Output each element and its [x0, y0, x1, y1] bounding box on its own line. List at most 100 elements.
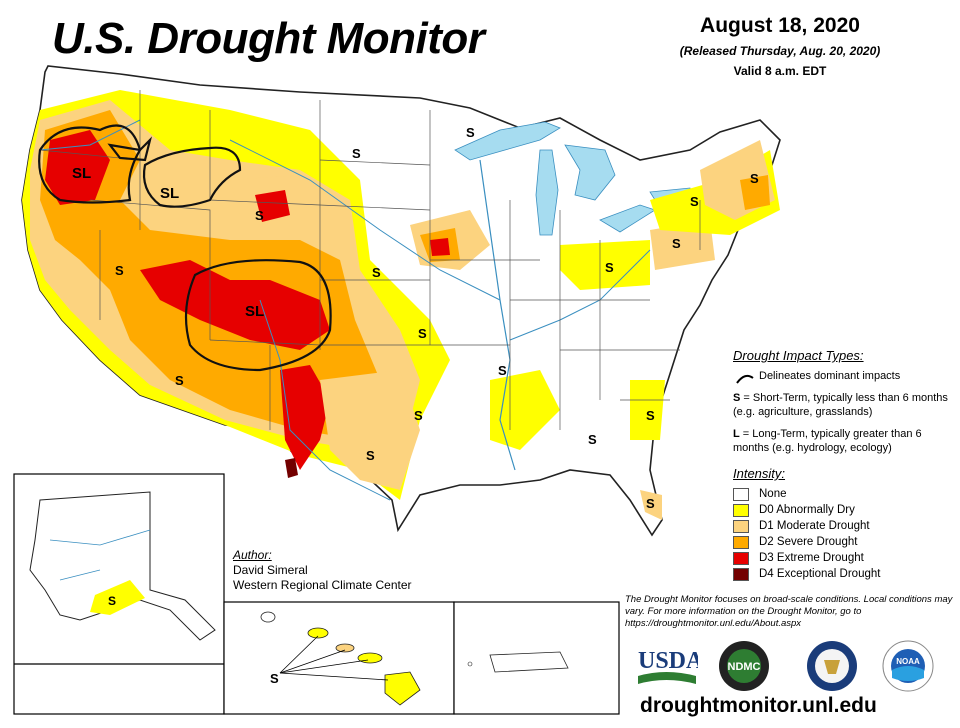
legend-item-d3: D3 Extreme Drought	[733, 550, 953, 566]
legend-label: D4 Exceptional Drought	[759, 568, 881, 580]
legend-item-d2: D2 Severe Drought	[733, 534, 953, 550]
impact-label-s: S	[372, 265, 381, 280]
drought-ne-d2	[740, 175, 770, 210]
rio-grande	[259, 299, 391, 501]
noaa-logo: NOAA	[882, 640, 934, 692]
partner-logos: USDA NDMC NOAA	[636, 640, 946, 692]
drought-florida-d1	[640, 490, 662, 520]
impact-label-s: S	[672, 236, 681, 251]
puerto-rico-outline	[489, 651, 569, 673]
long-term-text: = Long-Term, typically greater than 6 mo…	[733, 428, 922, 454]
long-term-desc: L = Long-Term, typically greater than 6 …	[733, 427, 955, 455]
impact-label-s: S	[418, 326, 427, 341]
drought-west-d3-colorado	[140, 260, 330, 350]
date-header: August 18, 2020 (Released Thursday, Aug.…	[630, 14, 930, 78]
map-date: August 18, 2020	[700, 14, 860, 37]
drought-west-d3-oregon	[45, 130, 110, 205]
drought-wyoming-d3	[255, 190, 290, 222]
lake-huron	[564, 144, 616, 201]
impact-types-heading: Drought Impact Types:	[733, 348, 864, 363]
impact-types-legend: Drought Impact Types: Delineates dominan…	[733, 349, 955, 463]
ndmc-logo: NDMC	[719, 641, 769, 691]
short-term-desc: S = Short-Term, typically less than 6 mo…	[733, 391, 955, 419]
impact-label-s: S	[646, 408, 655, 423]
release-date: (Released Thursday, Aug. 20, 2020)	[679, 44, 881, 58]
legend-item-none: None	[733, 486, 953, 502]
lake-michigan	[535, 149, 559, 236]
lake-superior	[454, 121, 561, 161]
author-name: David Simeral	[233, 563, 308, 577]
drought-ohio-d0	[560, 240, 650, 290]
impact-labels: SL SL SL S S S S S S S S S S S S S S S S…	[72, 125, 759, 511]
legend-swatch	[733, 567, 749, 581]
impact-label-s: S	[605, 260, 614, 275]
intensity-heading: Intensity:	[733, 466, 786, 481]
noaa-logo-text: NOAA	[896, 657, 920, 666]
usda-logo-text: USDA	[638, 648, 698, 674]
legend-swatch	[733, 535, 749, 549]
drought-sc-d0	[630, 380, 665, 440]
impact-label-s: S	[498, 363, 507, 378]
impact-label-s: S	[255, 208, 264, 223]
impact-label-s: S	[115, 263, 124, 278]
impact-label-s: S	[750, 171, 759, 186]
impact-label-s: S	[175, 373, 184, 388]
drought-texas-d1	[320, 370, 420, 490]
drought-west-d4	[285, 458, 298, 478]
mississippi-river	[479, 159, 516, 471]
legend-swatch	[733, 503, 749, 517]
map-title: U.S. Drought Monitor	[52, 14, 485, 63]
hawaii-islands	[260, 611, 421, 706]
impact-label-sl: SL	[245, 303, 264, 320]
impact-label-sl: SL	[160, 185, 179, 202]
alaska-s-label: S	[108, 594, 116, 608]
impact-label-s: S	[352, 146, 361, 161]
commerce-seal	[807, 641, 857, 691]
impact-line-label: Delineates dominant impacts	[759, 370, 901, 382]
author-heading: Author:	[233, 548, 272, 562]
legend-label: D2 Severe Drought	[759, 536, 858, 548]
legend-item-d0: D0 Abnormally Dry	[733, 502, 953, 518]
valid-time: Valid 8 a.m. EDT	[733, 64, 827, 78]
impact-label-s: S	[414, 408, 423, 423]
impact-line-row: Delineates dominant impacts	[733, 369, 955, 383]
short-term-text: = Short-Term, typically less than 6 mont…	[733, 392, 948, 418]
disclaimer-note: The Drought Monitor focuses on broad-sca…	[625, 594, 953, 629]
legend-label: D0 Abnormally Dry	[759, 504, 855, 516]
impact-label-s: S	[690, 194, 699, 209]
alaska-rivers	[49, 529, 151, 581]
legend-item-d1: D1 Moderate Drought	[733, 518, 953, 534]
legend-swatch	[733, 519, 749, 533]
legend-label: D3 Extreme Drought	[759, 552, 864, 564]
legend-swatch	[733, 551, 749, 565]
impact-label-s: S	[588, 432, 597, 447]
hawaii-inset-frame	[223, 601, 455, 715]
legend-label: D1 Moderate Drought	[759, 520, 870, 532]
impact-label-sl: SL	[72, 165, 91, 182]
columbia-river	[39, 119, 141, 151]
hawaii-pointer-lines	[279, 635, 389, 681]
impact-label-s: S	[466, 125, 475, 140]
impact-line-symbol	[736, 374, 754, 384]
drought-southeast-d0	[490, 370, 560, 450]
legend-swatch	[733, 487, 749, 501]
drought-west-d3-nm	[280, 365, 330, 470]
impact-label-s: S	[366, 448, 375, 463]
intensity-legend: Intensity: None D0 Abnormally Dry D1 Mod…	[733, 466, 953, 582]
long-term-code: L	[733, 428, 740, 440]
hawaii-s-label: S	[270, 671, 279, 686]
author-block: Author: David Simeral Western Regional C…	[233, 548, 412, 593]
author-org: Western Regional Climate Center	[233, 578, 412, 592]
ohio-river	[509, 249, 651, 341]
impact-delineations	[38, 124, 332, 372]
impact-label-s: S	[646, 496, 655, 511]
drought-iowa-d3	[430, 238, 450, 256]
legend-item-d4: D4 Exceptional Drought	[733, 566, 953, 582]
legend-label: None	[759, 488, 787, 500]
usda-logo: USDA	[638, 648, 698, 684]
website-link[interactable]: droughtmonitor.unl.edu	[640, 694, 877, 717]
alaska-d0	[90, 580, 145, 615]
short-term-code: S	[733, 392, 741, 404]
missouri-river	[229, 139, 501, 301]
